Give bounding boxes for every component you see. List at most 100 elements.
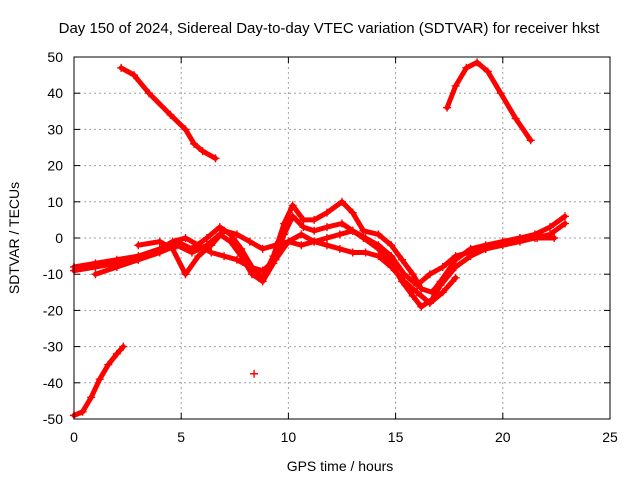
data-point bbox=[247, 270, 256, 279]
data-point bbox=[451, 81, 460, 90]
data-point bbox=[438, 262, 447, 271]
y-tick-label: 50 bbox=[47, 49, 63, 65]
series-line bbox=[135, 228, 557, 288]
data-point bbox=[78, 407, 87, 416]
data-point bbox=[168, 237, 177, 246]
data-point bbox=[473, 58, 482, 67]
data-point bbox=[211, 154, 220, 163]
data-point bbox=[408, 270, 417, 279]
series-arc-2 bbox=[443, 58, 535, 145]
plot-frame bbox=[73, 56, 611, 420]
data-point bbox=[526, 136, 535, 145]
series-line bbox=[444, 59, 534, 143]
data-point bbox=[560, 212, 569, 221]
data-point bbox=[215, 223, 224, 232]
data-point bbox=[413, 281, 422, 290]
data-point bbox=[338, 219, 346, 228]
data-point bbox=[322, 208, 331, 217]
data-point bbox=[166, 110, 175, 119]
data-point bbox=[112, 349, 121, 358]
data-point bbox=[91, 262, 100, 271]
series-trace-2 bbox=[70, 212, 569, 311]
y-tick-label: -50 bbox=[43, 411, 63, 427]
data-point bbox=[443, 103, 452, 112]
data-point bbox=[464, 248, 473, 257]
data-point bbox=[117, 63, 126, 72]
data-point bbox=[299, 223, 308, 232]
data-series bbox=[70, 58, 569, 420]
data-point bbox=[400, 270, 409, 279]
data-point bbox=[250, 369, 259, 378]
data-point bbox=[359, 226, 368, 235]
data-point bbox=[297, 241, 306, 250]
data-point bbox=[134, 255, 143, 264]
data-point bbox=[451, 273, 460, 282]
data-point bbox=[335, 244, 344, 253]
data-point bbox=[400, 277, 409, 286]
data-point bbox=[498, 237, 507, 246]
x-tick-label: 25 bbox=[602, 429, 618, 445]
x-tick-label: 10 bbox=[281, 429, 297, 445]
data-point bbox=[187, 248, 196, 257]
data-point bbox=[119, 342, 128, 351]
data-point bbox=[271, 241, 280, 250]
data-point bbox=[232, 255, 241, 264]
data-point bbox=[436, 281, 445, 290]
data-point bbox=[91, 270, 100, 279]
data-point bbox=[451, 262, 460, 271]
y-tick-label: -30 bbox=[43, 339, 63, 355]
y-tick-label: 0 bbox=[55, 230, 63, 246]
data-point bbox=[413, 288, 422, 297]
data-point bbox=[245, 237, 254, 246]
y-tick-label: 30 bbox=[47, 121, 63, 137]
data-point bbox=[194, 252, 203, 261]
series-arc-1 bbox=[117, 63, 220, 163]
data-point bbox=[145, 89, 154, 98]
data-point bbox=[417, 302, 426, 311]
data-point bbox=[398, 255, 407, 264]
data-point bbox=[387, 252, 396, 261]
data-point bbox=[361, 234, 370, 242]
data-point bbox=[348, 248, 357, 257]
data-point bbox=[194, 241, 203, 250]
data-point bbox=[190, 139, 199, 148]
data-point bbox=[95, 375, 104, 384]
data-point bbox=[198, 147, 207, 156]
data-point bbox=[181, 270, 190, 279]
data-point bbox=[496, 89, 505, 98]
data-point bbox=[258, 266, 267, 275]
data-point bbox=[220, 252, 229, 261]
data-point bbox=[284, 237, 293, 246]
data-point bbox=[483, 67, 492, 76]
data-point bbox=[87, 393, 96, 402]
data-point bbox=[417, 284, 426, 293]
data-point bbox=[181, 125, 190, 134]
y-axis-label: SDTVAR / TECUs bbox=[6, 182, 22, 294]
x-tick-label: 20 bbox=[495, 429, 511, 445]
data-point bbox=[155, 244, 164, 253]
data-point bbox=[155, 237, 164, 246]
data-point bbox=[545, 223, 554, 232]
y-tick-label: 20 bbox=[47, 158, 63, 174]
data-point bbox=[299, 215, 308, 224]
data-point bbox=[560, 219, 569, 228]
data-point bbox=[438, 288, 447, 297]
data-point bbox=[451, 252, 460, 261]
data-point bbox=[258, 277, 267, 286]
series-line bbox=[71, 213, 568, 310]
data-point bbox=[550, 234, 559, 242]
data-point bbox=[335, 230, 344, 239]
data-point bbox=[361, 248, 370, 257]
data-point bbox=[374, 252, 383, 261]
data-point bbox=[280, 230, 289, 239]
x-axis-label: GPS time / hours bbox=[287, 458, 394, 474]
data-point bbox=[408, 291, 417, 300]
series-line bbox=[118, 65, 218, 161]
data-point bbox=[202, 234, 211, 242]
data-point bbox=[232, 230, 241, 239]
data-point bbox=[310, 237, 319, 246]
data-point bbox=[425, 299, 434, 308]
data-point bbox=[310, 215, 319, 224]
data-point bbox=[338, 197, 346, 206]
